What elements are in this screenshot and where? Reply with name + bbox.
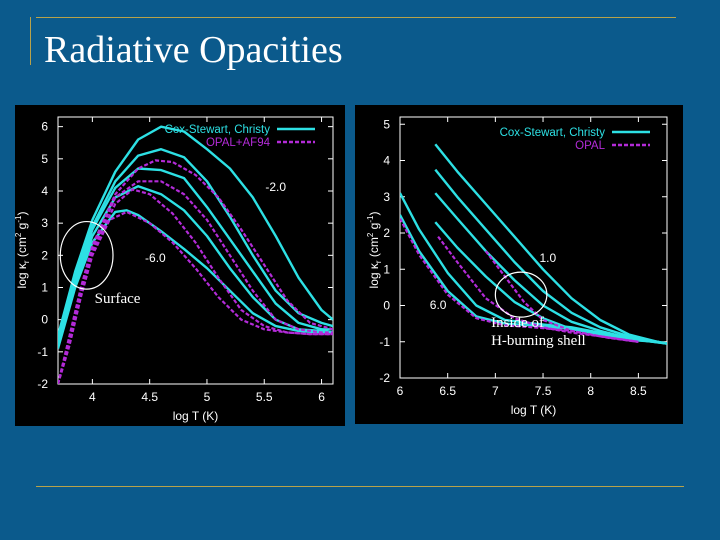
y-axis-label-part: g — [367, 223, 381, 233]
y-tick-label: 5 — [41, 152, 48, 166]
curve-annotation: 1.0 — [539, 251, 556, 265]
y-tick-label: -2 — [37, 377, 48, 391]
x-tick-label: 7.5 — [535, 384, 552, 398]
curve-annotation: -6.0 — [145, 251, 166, 265]
callout-label: Surface — [95, 291, 141, 307]
series-group — [58, 125, 333, 384]
y-axis-label-part: r — [22, 260, 31, 263]
y-axis-label-part: ) — [367, 212, 381, 216]
x-tick-label: 6 — [318, 390, 325, 404]
y-axis-label-part: (cm — [367, 237, 381, 260]
top-rule — [36, 17, 676, 18]
x-tick-label: 5.5 — [256, 390, 273, 404]
y-axis-label-part: ) — [15, 212, 29, 216]
legend-label: Cox-Stewart, Christy — [500, 127, 606, 139]
x-tick-label: 4.5 — [141, 390, 158, 404]
y-tick-label: -1 — [37, 345, 48, 359]
x-tick-label: 7 — [492, 384, 499, 398]
curve-annotation: 6.0 — [430, 298, 447, 312]
x-axis-label: log T (K) — [511, 403, 557, 417]
y-tick-label: 5 — [383, 117, 390, 131]
y-axis-label-part: 2 — [15, 232, 23, 237]
x-axis-label: log T (K) — [173, 409, 219, 423]
y-tick-label: 3 — [383, 190, 390, 204]
cox-series-line — [58, 125, 333, 337]
callout-ellipse — [59, 220, 114, 290]
y-tick-label: 0 — [41, 313, 48, 327]
chart-panel-right: 6 6.5 7 7.5 8 8.5 -2 -1 0 1 2 3 4 5 log T (K) log κr (c… — [355, 105, 683, 424]
cox-series-line — [434, 143, 667, 345]
y-axis-label-part: log κ — [15, 262, 29, 288]
callout-ellipse — [494, 271, 548, 318]
y-tick-label: 6 — [41, 120, 48, 134]
cox-series-line — [400, 214, 667, 345]
legend-label: Cox-Stewart, Christy — [165, 124, 271, 136]
x-tick-label: 8.5 — [630, 384, 647, 398]
y-axis-label: log κr (cm2 g-1) — [366, 212, 383, 289]
y-tick-label: 1 — [41, 280, 48, 294]
callout-label-line2: H-burning shell — [491, 333, 586, 349]
legend-label: OPAL+AF94 — [206, 137, 271, 149]
plot-frame — [57, 116, 334, 385]
y-axis-label: log κr (cm2 g-1) — [15, 212, 31, 289]
opacity-chart-interior: 6 6.5 7 7.5 8 8.5 -2 -1 0 1 2 3 4 5 log T (K) log κr (c… — [366, 116, 668, 417]
x-tick-label: 5 — [204, 390, 211, 404]
y-axis-label-part: (cm — [15, 237, 29, 260]
y-axis-label-part: -1 — [15, 215, 23, 223]
series-group — [400, 143, 667, 345]
y-tick-label: 3 — [41, 216, 48, 230]
curve-annotation: -2.0 — [265, 180, 286, 194]
cox-series-line — [58, 167, 333, 343]
y-tick-label: 1 — [383, 262, 390, 276]
side-rule — [30, 17, 31, 65]
slide-title: Radiative Opacities — [44, 29, 343, 71]
y-axis-label-part: 2 — [366, 232, 375, 237]
x-tick-label: 6.5 — [439, 384, 456, 398]
y-axis-label-part: r — [374, 260, 383, 263]
plot-frame — [399, 116, 668, 379]
x-tick-label: 6 — [397, 384, 404, 398]
y-axis-label-part: log κ — [367, 262, 381, 288]
x-tick-label: 8 — [587, 384, 594, 398]
y-tick-label: 4 — [383, 154, 390, 168]
y-tick-label: 0 — [383, 299, 390, 313]
legend-label: OPAL — [575, 140, 605, 152]
cox-series-line — [58, 148, 333, 340]
y-tick-label: 2 — [383, 226, 390, 240]
y-tick-label: 2 — [41, 248, 48, 262]
y-tick-label: -2 — [379, 371, 390, 385]
x-tick-label: 4 — [89, 390, 96, 404]
y-tick-label: -1 — [379, 335, 390, 349]
y-tick-label: 4 — [41, 184, 48, 198]
cox-series-line — [58, 184, 333, 346]
y-axis-label-part: -1 — [366, 215, 375, 223]
opal-series-line — [58, 210, 333, 384]
y-axis-label-part: g — [15, 223, 29, 233]
callout-label: Inside of — [491, 315, 544, 331]
bottom-rule — [36, 486, 684, 487]
